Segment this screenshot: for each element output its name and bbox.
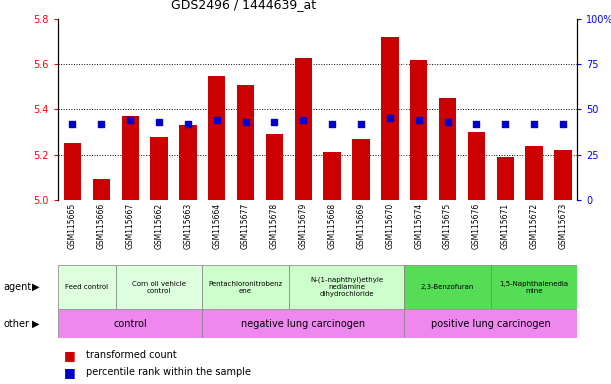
- Point: [241, 119, 251, 125]
- Bar: [404, 265, 491, 309]
- Bar: [295, 58, 312, 200]
- Bar: [439, 98, 456, 200]
- Bar: [410, 60, 427, 200]
- Text: GSM115665: GSM115665: [68, 203, 77, 249]
- Point: [183, 121, 193, 127]
- Bar: [58, 265, 115, 309]
- Bar: [93, 179, 110, 200]
- Bar: [497, 157, 514, 200]
- Text: Pentachloronitrobenz
ene: Pentachloronitrobenz ene: [208, 281, 283, 293]
- Bar: [115, 265, 202, 309]
- Point: [269, 119, 279, 125]
- Bar: [64, 143, 81, 200]
- Bar: [202, 309, 404, 338]
- Point: [356, 121, 366, 127]
- Text: agent: agent: [3, 282, 31, 292]
- Point: [442, 119, 452, 125]
- Point: [500, 121, 510, 127]
- Point: [472, 121, 481, 127]
- Text: GSM115669: GSM115669: [356, 203, 365, 249]
- Point: [68, 121, 78, 127]
- Text: GSM115670: GSM115670: [386, 203, 394, 249]
- Text: GSM115675: GSM115675: [443, 203, 452, 249]
- Point: [529, 121, 539, 127]
- Bar: [208, 76, 225, 200]
- Bar: [381, 37, 398, 200]
- Text: GSM115668: GSM115668: [327, 203, 337, 249]
- Point: [298, 117, 308, 123]
- Point: [558, 121, 568, 127]
- Bar: [150, 137, 167, 200]
- Text: ▶: ▶: [32, 282, 39, 292]
- Text: ▶: ▶: [32, 318, 39, 329]
- Text: GSM115679: GSM115679: [299, 203, 308, 249]
- Text: GSM115674: GSM115674: [414, 203, 423, 249]
- Text: GSM115663: GSM115663: [183, 203, 192, 249]
- Bar: [491, 265, 577, 309]
- Text: GSM115666: GSM115666: [97, 203, 106, 249]
- Text: other: other: [3, 318, 29, 329]
- Bar: [58, 309, 202, 338]
- Text: control: control: [113, 318, 147, 329]
- Bar: [289, 265, 404, 309]
- Bar: [353, 139, 370, 200]
- Point: [385, 115, 395, 121]
- Text: GSM115667: GSM115667: [126, 203, 134, 249]
- Bar: [202, 265, 289, 309]
- Bar: [266, 134, 283, 200]
- Text: GSM115676: GSM115676: [472, 203, 481, 249]
- Bar: [237, 84, 254, 200]
- Text: GSM115664: GSM115664: [212, 203, 221, 249]
- Text: GSM115671: GSM115671: [501, 203, 510, 249]
- Point: [154, 119, 164, 125]
- Text: ■: ■: [64, 349, 76, 362]
- Text: transformed count: transformed count: [86, 350, 177, 360]
- Text: GSM115662: GSM115662: [155, 203, 164, 249]
- Text: 1,5-Naphthalenedia
mine: 1,5-Naphthalenedia mine: [500, 281, 569, 293]
- Text: GSM115673: GSM115673: [558, 203, 568, 249]
- Text: negative lung carcinogen: negative lung carcinogen: [241, 318, 365, 329]
- Text: 2,3-Benzofuran: 2,3-Benzofuran: [421, 284, 474, 290]
- Text: ■: ■: [64, 366, 76, 379]
- Text: GSM115678: GSM115678: [270, 203, 279, 249]
- Bar: [404, 309, 577, 338]
- Text: N-(1-naphthyl)ethyle
nediamine
dihydrochloride: N-(1-naphthyl)ethyle nediamine dihydroch…: [310, 277, 383, 297]
- Bar: [554, 150, 572, 200]
- Bar: [525, 146, 543, 200]
- Text: GSM115677: GSM115677: [241, 203, 250, 249]
- Bar: [179, 125, 197, 200]
- Text: Feed control: Feed control: [65, 284, 109, 290]
- Point: [125, 117, 135, 123]
- Text: percentile rank within the sample: percentile rank within the sample: [86, 367, 251, 377]
- Text: GDS2496 / 1444639_at: GDS2496 / 1444639_at: [171, 0, 316, 12]
- Text: Corn oil vehicle
control: Corn oil vehicle control: [132, 281, 186, 293]
- Point: [414, 117, 423, 123]
- Bar: [468, 132, 485, 200]
- Point: [327, 121, 337, 127]
- Bar: [323, 152, 341, 200]
- Point: [97, 121, 106, 127]
- Bar: [122, 116, 139, 200]
- Text: GSM115672: GSM115672: [530, 203, 539, 249]
- Point: [212, 117, 222, 123]
- Text: positive lung carcinogen: positive lung carcinogen: [431, 318, 551, 329]
